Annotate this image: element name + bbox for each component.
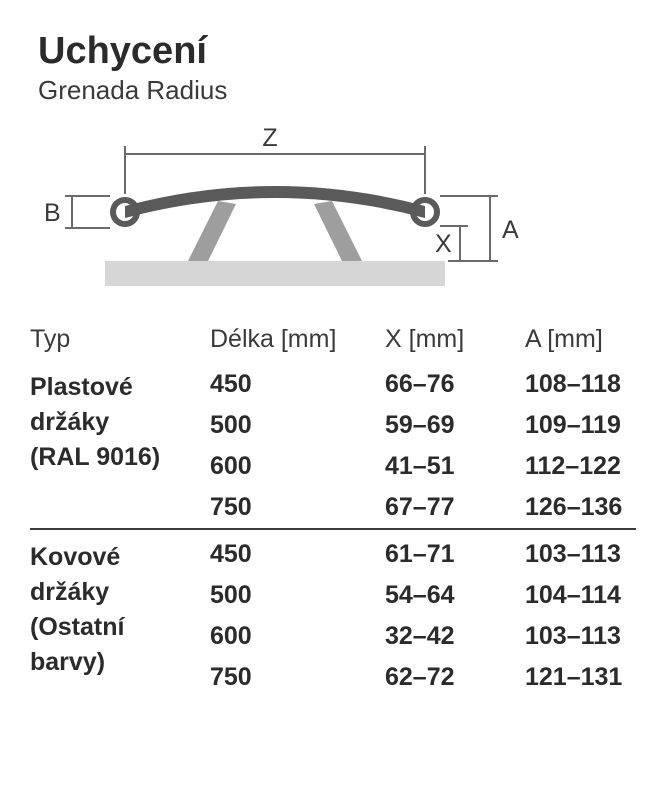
table-cell: 59–69 (385, 405, 525, 446)
group-label: Kovovédržáky(Ostatníbarvy) (30, 529, 210, 698)
dim-label-b: B (44, 199, 61, 227)
col-a: A [mm] (525, 319, 636, 364)
table-cell: 450 (210, 364, 385, 405)
col-x: X [mm] (385, 319, 525, 364)
dim-label-x: X (435, 230, 452, 258)
table-cell: 500 (210, 405, 385, 446)
group-label: Plastovédržáky(RAL 9016) (30, 364, 210, 529)
table-cell: 62–72 (385, 657, 525, 698)
dim-label-a: A (502, 216, 519, 244)
table-cell: 750 (210, 487, 385, 529)
table-cell: 61–71 (385, 529, 525, 575)
table-cell: 103–113 (525, 616, 636, 657)
dimensions-table: Typ Délka [mm] X [mm] A [mm] Plastovédrž… (30, 319, 636, 698)
table-cell: 32–42 (385, 616, 525, 657)
col-delka: Délka [mm] (210, 319, 385, 364)
table-cell: 67–77 (385, 487, 525, 529)
table-cell: 750 (210, 657, 385, 698)
table-cell: 54–64 (385, 575, 525, 616)
page-subtitle: Grenada Radius (38, 75, 636, 106)
table-cell: 600 (210, 616, 385, 657)
table-cell: 121–131 (525, 657, 636, 698)
table-cell: 600 (210, 446, 385, 487)
table-row: Kovovédržáky(Ostatníbarvy)45061–71103–11… (30, 529, 636, 575)
page-title: Uchycení (38, 30, 636, 73)
table-cell: 112–122 (525, 446, 636, 487)
table-cell: 450 (210, 529, 385, 575)
dim-label-z: Z (262, 126, 277, 152)
table-cell: 108–118 (525, 364, 636, 405)
table-row: Plastovédržáky(RAL 9016)45066–76108–118 (30, 364, 636, 405)
table-cell: 66–76 (385, 364, 525, 405)
table-cell: 500 (210, 575, 385, 616)
table-cell: 103–113 (525, 529, 636, 575)
table-cell: 109–119 (525, 405, 636, 446)
mounting-diagram: Z B A X (30, 126, 530, 301)
table-cell: 104–114 (525, 575, 636, 616)
table-cell: 126–136 (525, 487, 636, 529)
table-header-row: Typ Délka [mm] X [mm] A [mm] (30, 319, 636, 364)
table-cell: 41–51 (385, 446, 525, 487)
col-typ: Typ (30, 319, 210, 364)
